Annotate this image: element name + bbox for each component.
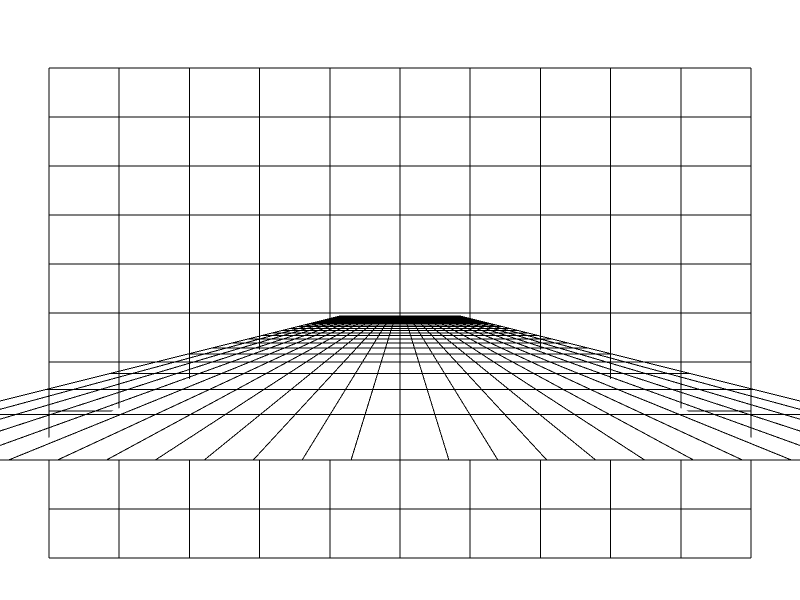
- floor-radial-line: [57, 315, 368, 461]
- floor-radial-line: [0, 315, 345, 410]
- floor-radial-line: [404, 315, 450, 461]
- floor-radial-line: [106, 315, 373, 461]
- floor-radial-line: [301, 315, 392, 461]
- floor-radial-line: [441, 315, 800, 446]
- floor-radial-line: [203, 315, 382, 461]
- floor-radial-line: [350, 315, 396, 461]
- floor-radial-line: [422, 315, 645, 461]
- floor-perspective-grid: [0, 315, 800, 461]
- floor-radial-line: [427, 315, 694, 461]
- floor-radial-line: [252, 315, 387, 461]
- floor-radial-line: [155, 315, 378, 461]
- floor-radial-line: [432, 315, 743, 461]
- floor-radial-line: [436, 315, 792, 461]
- floor-radial-line: [8, 315, 364, 461]
- floor-radial-line: [413, 315, 548, 461]
- floor-radial-line: [455, 315, 800, 410]
- floor-radial-line: [418, 315, 597, 461]
- floor-radial-line: [0, 315, 359, 446]
- floor-radial-line: [408, 315, 499, 461]
